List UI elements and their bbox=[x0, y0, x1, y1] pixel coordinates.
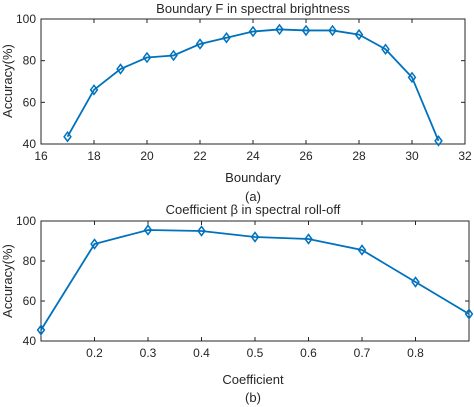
chart-a-title: Boundary F in spectral brightness bbox=[156, 1, 350, 16]
chart-a-y-tick-label: 40 bbox=[23, 137, 37, 151]
chart-b-data-point bbox=[250, 231, 260, 243]
chart-a-data-point bbox=[354, 28, 364, 41]
chart-b-y-tick-label: 40 bbox=[23, 334, 37, 348]
chart-a-data-point bbox=[434, 135, 443, 147]
chart-b: Coefficient β in spectral roll-off 40 60 8… bbox=[0, 202, 474, 405]
chart-b-title: Coefficient β in spectral roll-off bbox=[166, 202, 341, 217]
chart-a-data-point bbox=[275, 23, 284, 36]
chart-b-x-tick-label: 0.6 bbox=[300, 346, 317, 360]
chart-b-data-point bbox=[464, 308, 474, 320]
chart-a-xlabel: Boundary bbox=[225, 170, 281, 185]
chart-b-caption: (b) bbox=[245, 390, 261, 405]
chart-a-data-point bbox=[142, 51, 152, 64]
chart-b-y-ticks: 40 60 80 100 bbox=[16, 214, 469, 348]
chart-b-data-point bbox=[197, 225, 206, 237]
chart-a-x-tick-label: 32 bbox=[458, 149, 472, 163]
chart-b-x-tick-label: 0.5 bbox=[247, 346, 264, 360]
chart-b-data-point bbox=[304, 233, 313, 245]
chart-a-data-point bbox=[116, 63, 125, 75]
chart-a-data-point bbox=[301, 24, 311, 37]
chart-a-x-tick-label: 16 bbox=[34, 149, 48, 163]
chart-a-x-ticks: 16 18 20 22 24 26 28 30 32 bbox=[34, 19, 472, 163]
chart-b-y-tick-label: 80 bbox=[23, 254, 37, 268]
chart-b-x-tick-label: 0.3 bbox=[140, 346, 157, 360]
chart-a-x-tick-label: 24 bbox=[246, 149, 260, 163]
chart-b-data-point bbox=[36, 324, 46, 336]
chart-a-series bbox=[63, 23, 443, 147]
chart-a-x-tick-label: 22 bbox=[193, 149, 207, 163]
chart-b-data-point bbox=[357, 244, 367, 256]
chart-a-data-point bbox=[381, 43, 390, 55]
chart-b-series bbox=[36, 224, 474, 336]
chart-a-data-point bbox=[248, 25, 258, 38]
chart-a-y-tick-label: 80 bbox=[23, 54, 37, 68]
chart-b-y-tick-label: 60 bbox=[23, 294, 37, 308]
chart-a-data-point bbox=[222, 32, 231, 44]
chart-b-x-tick-label: 0.7 bbox=[354, 346, 371, 360]
chart-b-y-tick-label: 100 bbox=[16, 214, 36, 228]
chart-b-x-ticks: 0.2 0.3 0.4 0.5 0.6 0.7 0.8 bbox=[86, 221, 424, 360]
chart-b-x-tick-label: 0.4 bbox=[193, 346, 210, 360]
chart-a: Boundary F in spectral brightness 40 60 80… bbox=[0, 1, 472, 204]
chart-a-data-point bbox=[63, 130, 72, 143]
chart-a-plot-frame bbox=[40, 18, 466, 145]
chart-a-y-tick-label: 60 bbox=[23, 95, 37, 109]
chart-b-xlabel: Coefficient bbox=[222, 372, 284, 387]
chart-a-caption: (a) bbox=[245, 189, 261, 204]
chart-b-x-tick-label: 0.2 bbox=[86, 346, 103, 360]
chart-a-x-tick-label: 28 bbox=[352, 149, 366, 163]
chart-a-data-point bbox=[195, 38, 205, 50]
chart-b-x-tick-label: 0.8 bbox=[407, 346, 424, 360]
chart-a-y-tick-label: 100 bbox=[16, 12, 36, 26]
chart-b-data-point bbox=[143, 224, 153, 236]
chart-a-ylabel: Accuracy(%) bbox=[0, 44, 15, 118]
chart-a-x-tick-label: 18 bbox=[87, 149, 101, 163]
chart-a-x-tick-label: 20 bbox=[140, 149, 154, 163]
chart-b-plot-frame bbox=[40, 220, 470, 342]
chart-b-ylabel: Accuracy(%) bbox=[0, 244, 15, 318]
chart-a-data-point bbox=[169, 49, 178, 62]
chart-a-x-tick-label: 30 bbox=[405, 149, 419, 163]
chart-b-data-point bbox=[411, 276, 420, 288]
chart-a-series-line bbox=[66, 28, 440, 142]
chart-b-data-point bbox=[90, 238, 99, 250]
chart-a-x-tick-label: 26 bbox=[299, 149, 313, 163]
chart-b-series-line bbox=[40, 229, 470, 331]
chart-a-y-ticks: 40 60 80 100 bbox=[16, 12, 465, 151]
chart-a-data-point bbox=[407, 71, 417, 84]
chart-a-data-point bbox=[89, 84, 99, 96]
chart-a-data-point bbox=[328, 24, 337, 37]
